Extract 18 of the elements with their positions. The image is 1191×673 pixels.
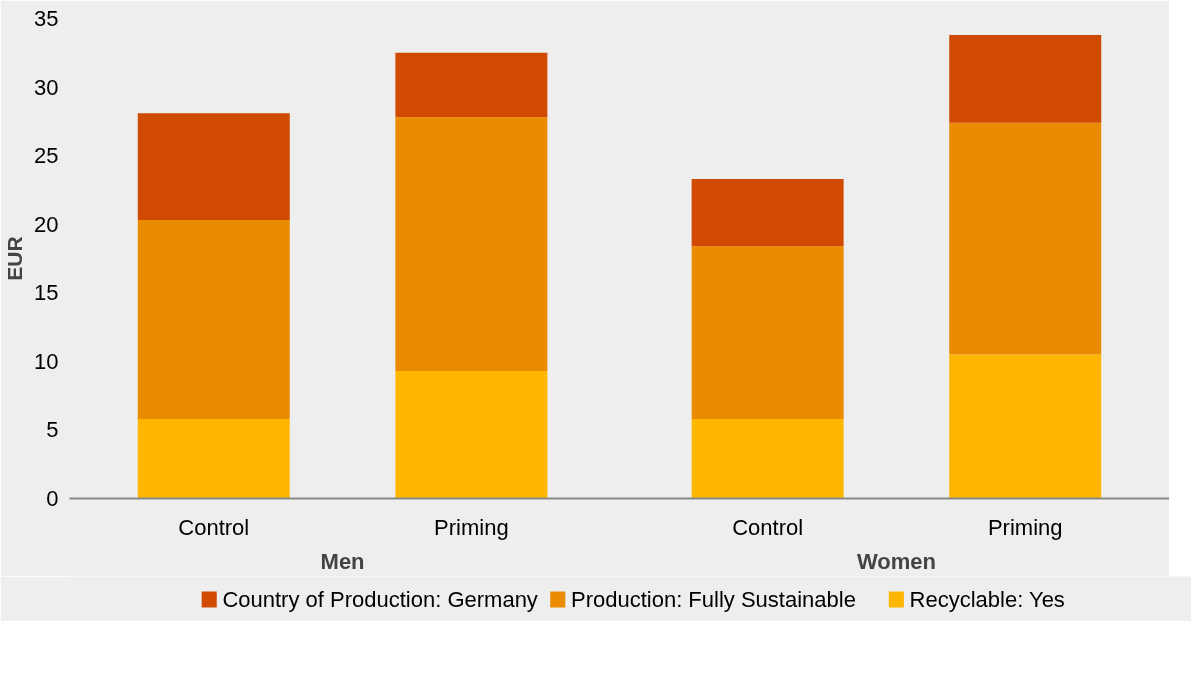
x-tick-label: Priming [987, 514, 1063, 540]
y-tick-label: 5 [46, 417, 59, 443]
text: Women [856, 548, 936, 574]
y-axis-title: EUR [3, 236, 27, 281]
legend-label: Recyclable: Yes [909, 587, 1065, 612]
legend-label: Production: Fully Sustainable [570, 587, 856, 612]
x-tick-label: Control [178, 514, 250, 540]
y-tick-label: 35 [34, 6, 59, 31]
text: Men [320, 548, 365, 574]
x-tick-label: Priming [434, 514, 509, 540]
y-tick-label: 0 [46, 486, 59, 511]
y-tick-label: 30 [34, 74, 59, 100]
legend-label: Country of Production: Germany [222, 587, 538, 612]
y-tick-label: 20 [34, 211, 59, 237]
x-tick-label: Control [732, 514, 804, 540]
y-tick-label: 25 [34, 143, 59, 169]
y-tick-label: 15 [34, 280, 59, 306]
y-tick-label: 10 [34, 348, 59, 374]
